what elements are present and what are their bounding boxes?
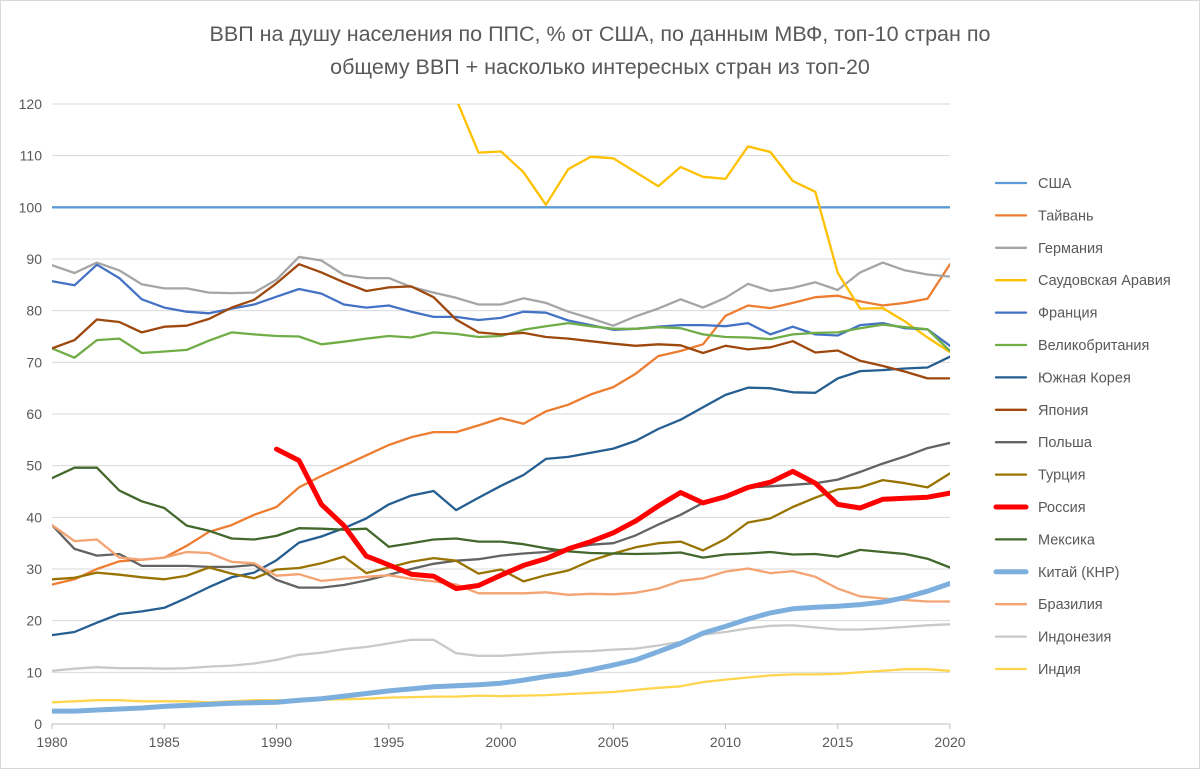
legend-label: Франция xyxy=(1038,306,1097,322)
legend-label: Польша xyxy=(1038,435,1093,451)
legend-label: Мексика xyxy=(1038,532,1096,548)
legend-label: Индия xyxy=(1038,662,1081,678)
series-line-8 xyxy=(52,263,950,380)
legend-label: Великобритания xyxy=(1038,338,1149,354)
y-tick-label: 90 xyxy=(26,251,42,267)
legend-label: Индонезия xyxy=(1038,630,1111,646)
x-tick-label: 2005 xyxy=(598,734,629,750)
series-line-13 xyxy=(52,581,950,714)
series-line-6 xyxy=(52,321,950,359)
y-tick-label: 110 xyxy=(20,148,43,164)
y-tick-label: 30 xyxy=(26,561,42,577)
x-tick-label: 2020 xyxy=(934,734,965,750)
series-line-14 xyxy=(52,523,950,603)
y-tick-label: 10 xyxy=(26,664,42,680)
series-line-4 xyxy=(457,104,950,354)
series-line-7 xyxy=(52,355,950,637)
x-tick-label: 1995 xyxy=(373,734,404,750)
series-line-16 xyxy=(52,668,950,704)
x-tick-label: 1990 xyxy=(261,734,292,750)
y-tick-label: 60 xyxy=(26,406,42,422)
legend: США Тайвань Германия Саудовская Аравия Франц… xyxy=(993,176,1171,678)
y-tick-label: 0 xyxy=(34,716,42,732)
series-line-10 xyxy=(52,472,950,583)
y-tick-label: 80 xyxy=(26,303,42,319)
legend-label: Япония xyxy=(1038,403,1088,419)
legend-label: Тайвань xyxy=(1038,208,1094,224)
series-line-3 xyxy=(52,255,950,327)
y-tick-label: 50 xyxy=(26,458,42,474)
gridlines xyxy=(52,103,950,673)
x-tick-label: 2010 xyxy=(710,734,741,750)
legend-label: Бразилия xyxy=(1038,597,1103,613)
series-line-15 xyxy=(52,623,950,672)
chart-title-line-2: общему ВВП + насколько интересных стран … xyxy=(330,55,870,79)
series-lines xyxy=(52,104,950,714)
chart-title: ВВП на душу населения по ППС, % от США, … xyxy=(0,18,1200,84)
legend-label: Турция xyxy=(1038,468,1085,484)
x-tick-label: 2000 xyxy=(485,734,516,750)
x-tick-label: 1985 xyxy=(149,734,180,750)
x-tick-label: 1980 xyxy=(36,734,67,750)
legend-label: Китай (КНР) xyxy=(1038,565,1119,581)
series-line-9 xyxy=(52,441,950,589)
legend-label: Германия xyxy=(1038,241,1103,257)
y-tick-label: 20 xyxy=(26,613,42,629)
series-line-12 xyxy=(52,466,950,569)
y-tick-label: 120 xyxy=(19,96,43,112)
legend-label: Южная Корея xyxy=(1038,370,1131,386)
series-line-5 xyxy=(52,263,950,347)
legend-label: Россия xyxy=(1038,500,1086,516)
y-tick-label: 100 xyxy=(19,199,43,215)
y-tick-label: 70 xyxy=(26,354,42,370)
legend-label: Саудовская Аравия xyxy=(1038,273,1171,289)
chart-title-line-1: ВВП на душу населения по ППС, % от США, … xyxy=(209,22,991,46)
axes: 0 10 20 30 40 50 60 70 80 90 100 110 120 1980 1985 1990… xyxy=(19,96,966,750)
legend-label: США xyxy=(1038,176,1072,192)
series-line-2 xyxy=(52,263,950,586)
x-tick-label: 2015 xyxy=(822,734,853,750)
series-line-11 xyxy=(274,446,950,592)
y-tick-label: 40 xyxy=(26,509,42,525)
